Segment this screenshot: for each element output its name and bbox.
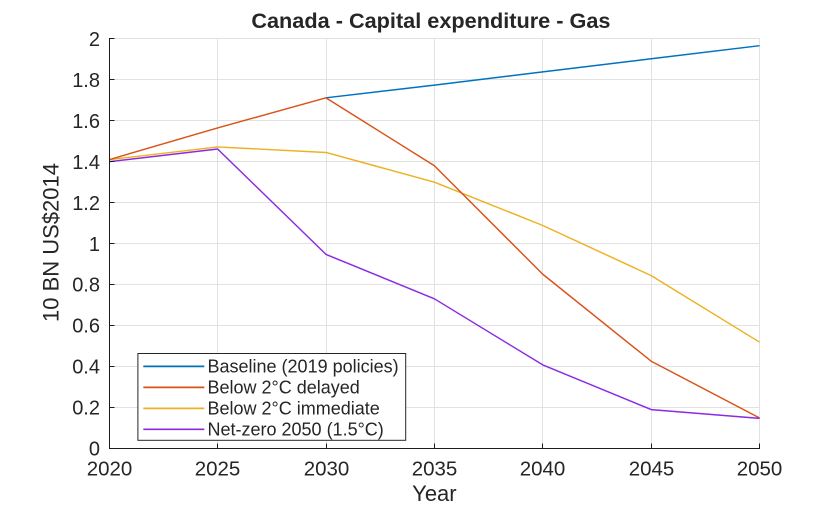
- svg-text:Year: Year: [412, 481, 456, 506]
- svg-text:Below 2°C immediate: Below 2°C immediate: [208, 398, 380, 418]
- svg-text:10 BN US$2014: 10 BN US$2014: [39, 163, 64, 322]
- svg-text:0.4: 0.4: [72, 357, 100, 379]
- svg-text:Baseline (2019 policies): Baseline (2019 policies): [208, 356, 399, 376]
- svg-text:2035: 2035: [412, 457, 458, 480]
- svg-text:2025: 2025: [195, 457, 241, 480]
- svg-text:1: 1: [89, 234, 100, 256]
- svg-text:1.2: 1.2: [72, 193, 100, 215]
- svg-text:2045: 2045: [629, 457, 675, 480]
- svg-text:2040: 2040: [520, 457, 566, 480]
- svg-text:2: 2: [89, 29, 100, 51]
- svg-text:2050: 2050: [737, 457, 783, 480]
- svg-text:1.4: 1.4: [72, 152, 100, 174]
- svg-text:Below 2°C delayed: Below 2°C delayed: [208, 377, 360, 397]
- svg-text:0.2: 0.2: [72, 398, 100, 420]
- svg-text:0: 0: [89, 438, 100, 460]
- svg-text:Canada - Capital expenditure -: Canada - Capital expenditure - Gas: [251, 8, 610, 33]
- svg-text:1.6: 1.6: [72, 111, 100, 133]
- svg-text:2020: 2020: [87, 457, 133, 480]
- svg-text:2030: 2030: [304, 457, 350, 480]
- svg-text:0.8: 0.8: [72, 275, 100, 297]
- svg-text:Net-zero 2050 (1.5°C): Net-zero 2050 (1.5°C): [208, 419, 384, 439]
- svg-text:1.8: 1.8: [72, 70, 100, 92]
- svg-text:0.6: 0.6: [72, 316, 100, 338]
